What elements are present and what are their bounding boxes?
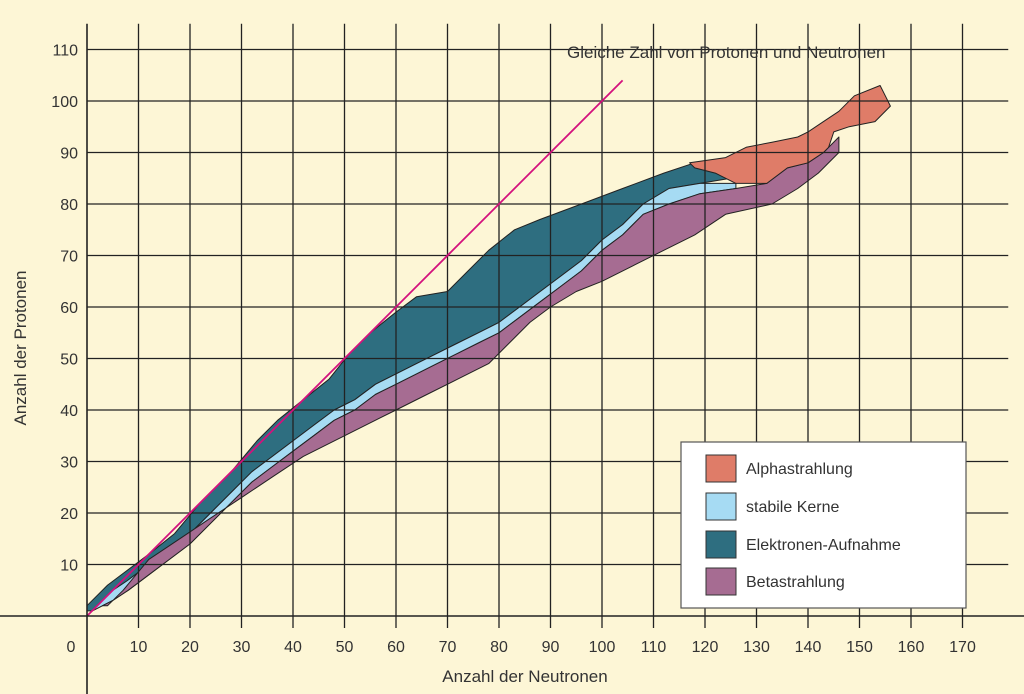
x-tick-label-50: 50 [336,639,354,656]
x-tick-label-30: 30 [233,639,251,656]
x-tick-label-120: 120 [692,639,719,656]
x-tick-label-150: 150 [846,639,873,656]
legend-swatch-alpha [705,454,737,483]
legend-swatch-electron-capture [705,530,737,559]
x-tick-label-40: 40 [284,639,302,656]
x-tick-label-0: 0 [67,639,76,656]
x-tick-label-80: 80 [490,639,508,656]
y-tick-label-30: 30 [60,455,78,472]
legend-swatch-beta [705,567,737,596]
x-tick-label-20: 20 [181,639,199,656]
legend-label-stable: stabile Kerne [746,499,839,516]
region-alphastrahlung [689,85,891,184]
equal-line-group [86,79,624,617]
x-tick-label-10: 10 [130,639,148,656]
y-tick-label-10: 10 [60,558,78,575]
equal-line-annotation: Gleiche Zahl von Protonen und Neutronen [567,43,885,62]
x-tick-label-100: 100 [589,639,616,656]
axes [0,23,1024,694]
x-tick-label-170: 170 [949,639,976,656]
y-tick-label-40: 40 [60,403,78,420]
x-tick-label-70: 70 [439,639,457,656]
legend: Alphastrahlung stabile Kerne Elektronen-… [680,441,967,609]
x-tick-label-140: 140 [795,639,822,656]
x-tick-label-160: 160 [898,639,925,656]
legend-label-alpha: Alphastrahlung [746,461,853,478]
y-tick-labels: 10 20 30 40 50 60 70 80 90 100 110 [51,43,78,575]
y-tick-label-70: 70 [60,249,78,266]
y-axis-label: Anzahl der Protonen [11,271,30,426]
stability-regions [86,85,891,612]
x-tick-label-110: 110 [641,639,667,656]
y-tick-label-60: 60 [60,300,78,317]
y-tick-label-100: 100 [51,94,78,111]
x-tick-label-60: 60 [387,639,405,656]
equal-line [86,79,624,617]
x-tick-label-90: 90 [542,639,560,656]
y-tick-label-90: 90 [60,146,78,163]
y-tick-label-50: 50 [60,352,78,369]
x-axis-label: Anzahl der Neutronen [442,667,607,686]
legend-swatch-stable [705,492,737,521]
y-tick-label-80: 80 [60,197,78,214]
x-tick-labels: 0 10 20 30 40 50 60 70 80 90 100 110 120 130 140 150 160… [67,639,976,656]
y-tick-label-20: 20 [60,506,78,523]
legend-label-electron-capture: Elektronen-Aufnahme [746,537,901,554]
x-tick-label-130: 130 [743,639,770,656]
legend-label-beta: Betastrahlung [746,574,845,591]
y-tick-label-110: 110 [52,43,78,60]
